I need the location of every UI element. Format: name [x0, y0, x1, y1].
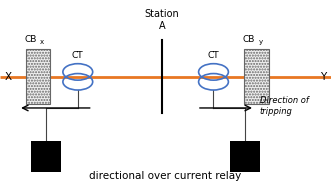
Text: CB: CB [24, 35, 36, 44]
Text: Direction of
tripping: Direction of tripping [260, 96, 309, 116]
Text: directional over current relay: directional over current relay [89, 171, 242, 181]
Text: CT: CT [72, 51, 84, 60]
Text: X: X [5, 72, 12, 82]
Text: Station
A: Station A [145, 9, 179, 31]
Text: y: y [259, 39, 262, 45]
Bar [230, 141, 260, 172]
Text: CT: CT [208, 51, 219, 60]
Text: x: x [40, 39, 44, 45]
Bar [244, 49, 269, 104]
Text: CB: CB [243, 35, 255, 44]
Bar [31, 141, 61, 172]
Bar [26, 49, 51, 104]
Text: Y: Y [320, 72, 326, 82]
